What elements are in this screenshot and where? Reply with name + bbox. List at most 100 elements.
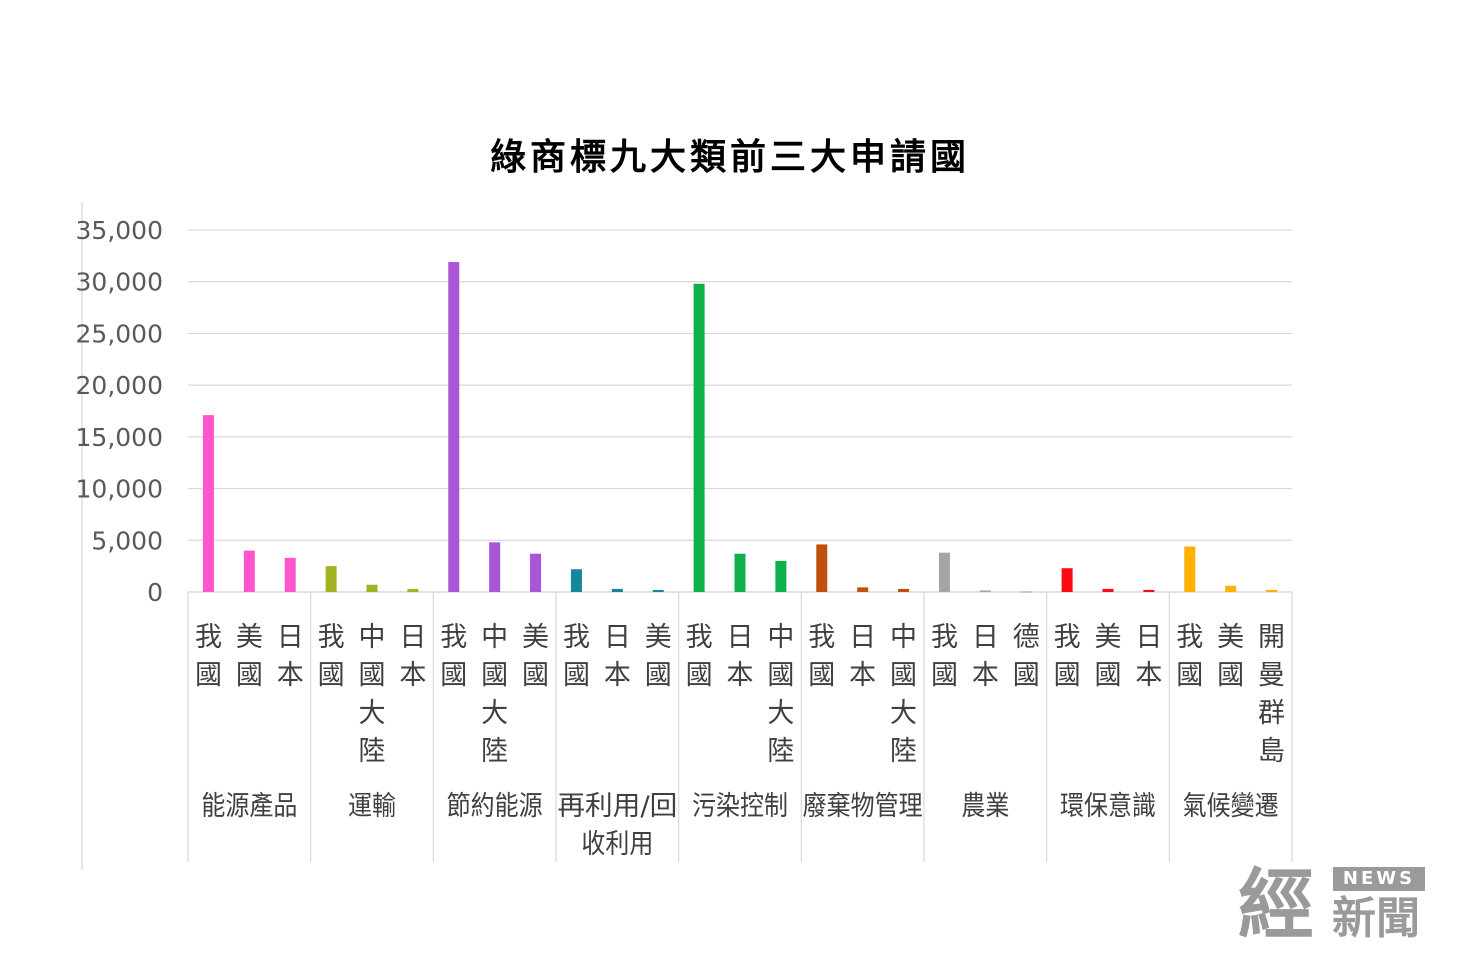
- bar-label: 我: [808, 622, 835, 653]
- bar-label: 大: [767, 698, 794, 729]
- group-label: 環保意識: [1060, 791, 1156, 822]
- bar: [734, 553, 746, 592]
- bar-label: 國: [767, 660, 794, 691]
- bar: [325, 566, 337, 592]
- bar-label: 中: [359, 622, 386, 653]
- y-tick-label: 30,000: [76, 268, 163, 297]
- bar-label: 中: [481, 622, 508, 653]
- bar-label: 日: [849, 622, 876, 653]
- group-label: 能源產品: [201, 791, 297, 822]
- group-label: 節約能源: [447, 791, 543, 822]
- bar: [1061, 568, 1073, 592]
- bar-label: 我: [563, 622, 590, 653]
- bar-label: 陸: [359, 736, 386, 767]
- bar: [938, 552, 950, 592]
- bar-label: 國: [931, 660, 958, 691]
- bar: [366, 584, 378, 592]
- y-tick-label: 5,000: [91, 526, 163, 555]
- bar-label: 陸: [767, 736, 794, 767]
- group-label: 收利用: [581, 829, 653, 860]
- bar-label: 國: [318, 660, 345, 691]
- group-label: 污染控制: [692, 791, 788, 822]
- bar-label: 本: [727, 660, 754, 691]
- y-tick-label: 15,000: [76, 423, 163, 452]
- watermark-sub: 新聞: [1332, 893, 1420, 944]
- bar-label: 國: [645, 660, 672, 691]
- bar-label: 我: [440, 622, 467, 653]
- bar: [448, 262, 460, 592]
- bar-label: 日: [399, 622, 426, 653]
- bar-label: 日: [727, 622, 754, 653]
- bar-label: 美: [645, 622, 672, 653]
- bar-label: 大: [481, 698, 508, 729]
- bar: [1102, 588, 1114, 592]
- bar-label: 美: [1095, 622, 1122, 653]
- bar-label: 群: [1258, 698, 1285, 729]
- watermark-badge: NEWS: [1333, 867, 1425, 891]
- bar: [611, 588, 623, 592]
- group-label: 農業: [961, 791, 1009, 822]
- bar-label: 國: [563, 660, 590, 691]
- bar-label: 國: [808, 660, 835, 691]
- bar-label: 日: [972, 622, 999, 653]
- bar: [652, 589, 664, 592]
- bar: [979, 590, 991, 592]
- bar-label: 國: [1217, 660, 1244, 691]
- bar: [1225, 585, 1237, 592]
- bar-label: 陸: [481, 736, 508, 767]
- bar-label: 本: [972, 660, 999, 691]
- bar-label: 國: [1054, 660, 1081, 691]
- bar-label: 陸: [890, 736, 917, 767]
- bar: [202, 415, 214, 592]
- bar-label: 國: [890, 660, 917, 691]
- bar: [1020, 591, 1032, 593]
- bar: [693, 283, 705, 592]
- bar-label: 本: [604, 660, 631, 691]
- bar: [816, 544, 828, 592]
- bar-label: 我: [195, 622, 222, 653]
- bar-label: 國: [195, 660, 222, 691]
- bar: [407, 588, 419, 592]
- bar-label: 日: [604, 622, 631, 653]
- bar-label: 本: [277, 660, 304, 691]
- bar-label: 曼: [1258, 660, 1285, 691]
- bar-label: 美: [1217, 622, 1244, 653]
- y-tick-label: 10,000: [76, 475, 163, 504]
- group-label: 廢棄物管理: [803, 791, 923, 822]
- bar-label: 國: [1095, 660, 1122, 691]
- bar-label: 日: [277, 622, 304, 653]
- watermark-main: 經: [1238, 860, 1314, 949]
- bar-label: 國: [686, 660, 713, 691]
- bar: [530, 553, 542, 592]
- bar-label: 國: [359, 660, 386, 691]
- watermark-logo: 經 NEWS 新聞: [1238, 862, 1438, 948]
- bar-label: 我: [1176, 622, 1203, 653]
- bar-label: 德: [1013, 622, 1040, 653]
- bar-label: 大: [890, 698, 917, 729]
- bar-label: 開: [1258, 622, 1285, 653]
- bar: [489, 542, 501, 592]
- bar: [284, 557, 296, 592]
- chart-title: 綠商標九大類前三大申請國: [489, 136, 970, 178]
- bar-label: 國: [1176, 660, 1203, 691]
- bar-label: 美: [236, 622, 263, 653]
- group-label: 再利用/回: [557, 791, 677, 822]
- bar-label: 國: [522, 660, 549, 691]
- bar-label: 我: [1054, 622, 1081, 653]
- bar: [1184, 546, 1196, 592]
- bar-label: 國: [1013, 660, 1040, 691]
- bar-label: 大: [359, 698, 386, 729]
- bar-label: 我: [318, 622, 345, 653]
- y-tick-label: 35,000: [76, 216, 163, 245]
- bar: [1266, 589, 1278, 592]
- y-tick-label: 20,000: [76, 371, 163, 400]
- group-label: 氣候變遷: [1183, 791, 1279, 822]
- bar-label: 我: [931, 622, 958, 653]
- y-tick-label: 0: [147, 578, 163, 607]
- bar: [1143, 589, 1155, 592]
- bar-label: 國: [440, 660, 467, 691]
- bar-label: 中: [890, 622, 917, 653]
- bar-label: 國: [236, 660, 263, 691]
- bar: [570, 569, 582, 592]
